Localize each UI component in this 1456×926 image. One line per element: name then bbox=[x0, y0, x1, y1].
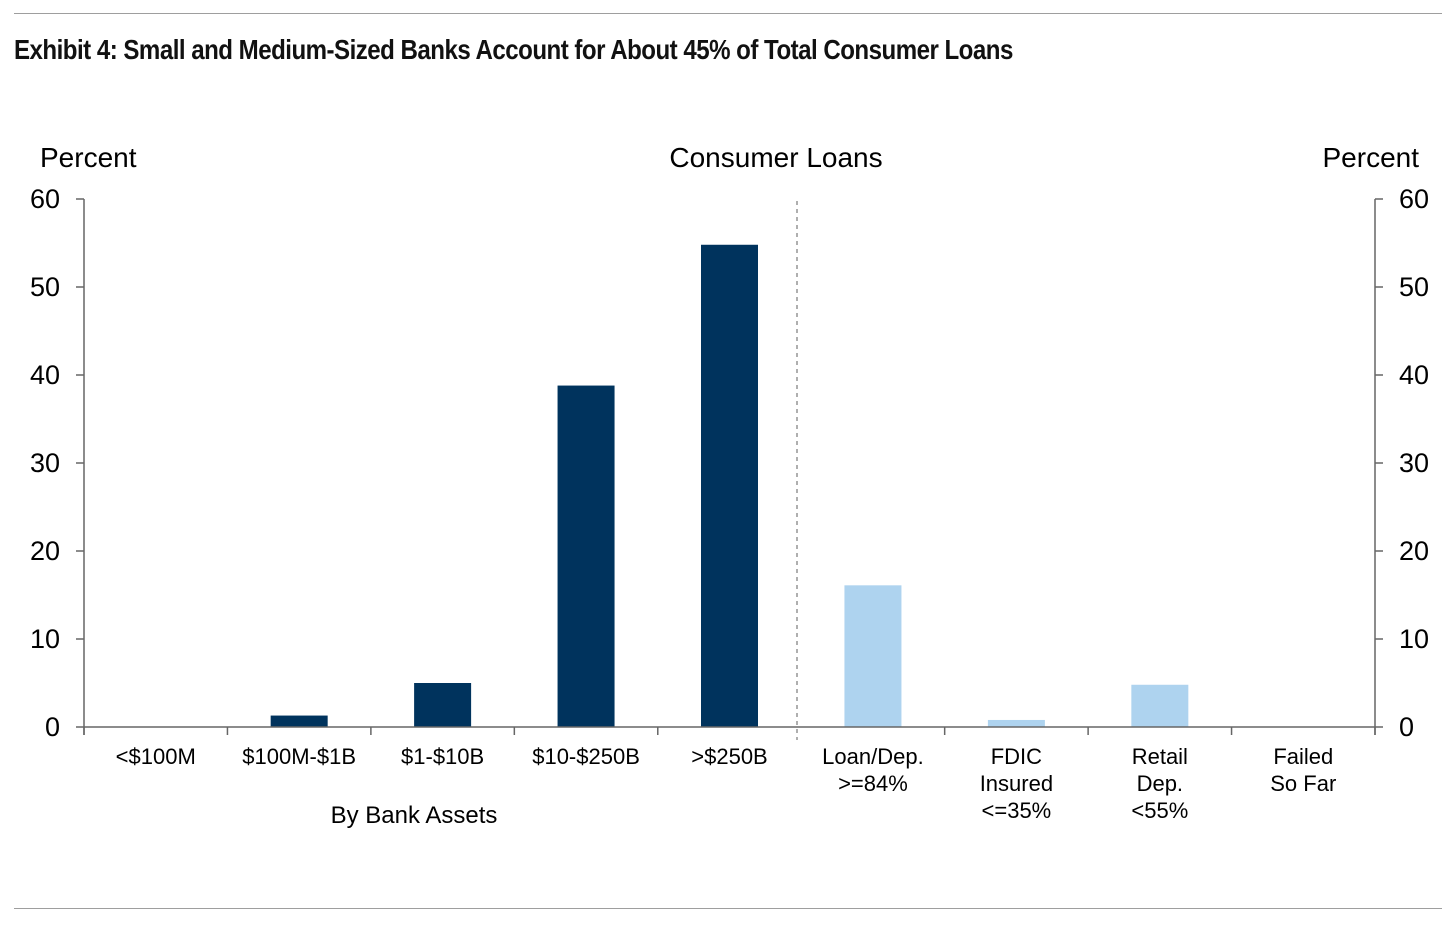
x-tick-label-line: FDIC bbox=[991, 744, 1042, 769]
x-tick-label: Retail Dep. <55% bbox=[1131, 744, 1188, 823]
right-y-tick-label: 30 bbox=[1399, 448, 1429, 478]
chart-title: Consumer Loans bbox=[669, 142, 882, 173]
exhibit-title: Exhibit 4: Small and Medium-Sized Banks … bbox=[14, 34, 1013, 65]
left-y-tick-labels: 0 10 20 30 40 50 60 bbox=[30, 184, 84, 742]
bar-7 bbox=[1131, 684, 1189, 727]
left-y-tick-label: 50 bbox=[30, 272, 60, 302]
x-tick-label-line: <=35% bbox=[982, 798, 1052, 823]
bar-series bbox=[270, 244, 1189, 727]
bar-5 bbox=[844, 585, 902, 727]
left-axis-unit-label: Percent bbox=[40, 142, 137, 173]
left-y-tick-label: 20 bbox=[30, 536, 60, 566]
right-axis-unit-label: Percent bbox=[1323, 142, 1420, 173]
x-tick-label-line: Loan/Dep. bbox=[822, 744, 924, 769]
left-y-tick-label: 10 bbox=[30, 624, 60, 654]
x-tick-label-line: >=84% bbox=[838, 771, 908, 796]
x-tick-label-line: So Far bbox=[1270, 771, 1336, 796]
x-tick-label-line: Failed bbox=[1273, 744, 1333, 769]
right-y-tick-label: 10 bbox=[1399, 624, 1429, 654]
bar-6 bbox=[987, 719, 1045, 727]
left-y-tick-label: 60 bbox=[30, 184, 60, 214]
x-tick-label-line: Retail bbox=[1132, 744, 1188, 769]
x-group-label: By Bank Assets bbox=[331, 802, 498, 829]
x-tick-label-line: Insured bbox=[980, 771, 1053, 796]
bar-1 bbox=[270, 715, 328, 727]
bottom-rule bbox=[14, 908, 1442, 909]
top-rule bbox=[14, 13, 1442, 14]
x-tick-label: $10-$250B bbox=[532, 744, 640, 769]
right-y-tick-label: 0 bbox=[1399, 712, 1414, 742]
left-y-tick-label: 40 bbox=[30, 360, 60, 390]
bar-2 bbox=[414, 683, 472, 727]
x-tick-labels: <$100M $100M-$1B $1-$10B $10-$250B >$250B Loa… bbox=[116, 744, 1337, 823]
x-tick-label: Loan/Dep. >=84% bbox=[822, 744, 924, 796]
x-tick-label-line: $100M-$1B bbox=[242, 744, 356, 769]
right-y-tick-label: 40 bbox=[1399, 360, 1429, 390]
right-y-tick-labels: 0 10 20 30 40 50 60 bbox=[1375, 184, 1429, 742]
right-y-tick-label: 60 bbox=[1399, 184, 1429, 214]
x-tick-label: $1-$10B bbox=[401, 744, 484, 769]
x-tick-label: FDIC Insured <=35% bbox=[980, 744, 1053, 823]
left-y-tick-label: 0 bbox=[45, 712, 60, 742]
x-tick-label-line: <$100M bbox=[116, 744, 196, 769]
x-tick-label: >$250B bbox=[691, 744, 767, 769]
x-tick-label: $100M-$1B bbox=[242, 744, 356, 769]
bar-3 bbox=[557, 385, 615, 727]
left-y-tick-label: 30 bbox=[30, 448, 60, 478]
x-tick-label: <$100M bbox=[116, 744, 196, 769]
bar-4 bbox=[701, 244, 758, 727]
x-tick-label: Failed So Far bbox=[1270, 744, 1336, 796]
x-tick-label-line: Dep. bbox=[1137, 771, 1183, 796]
x-tick-label-line: >$250B bbox=[691, 744, 767, 769]
x-tick-label-line: $10-$250B bbox=[532, 744, 640, 769]
right-y-tick-label: 20 bbox=[1399, 536, 1429, 566]
right-y-tick-label: 50 bbox=[1399, 272, 1429, 302]
x-tick-label-line: <55% bbox=[1131, 798, 1188, 823]
x-tick-label-line: $1-$10B bbox=[401, 744, 484, 769]
